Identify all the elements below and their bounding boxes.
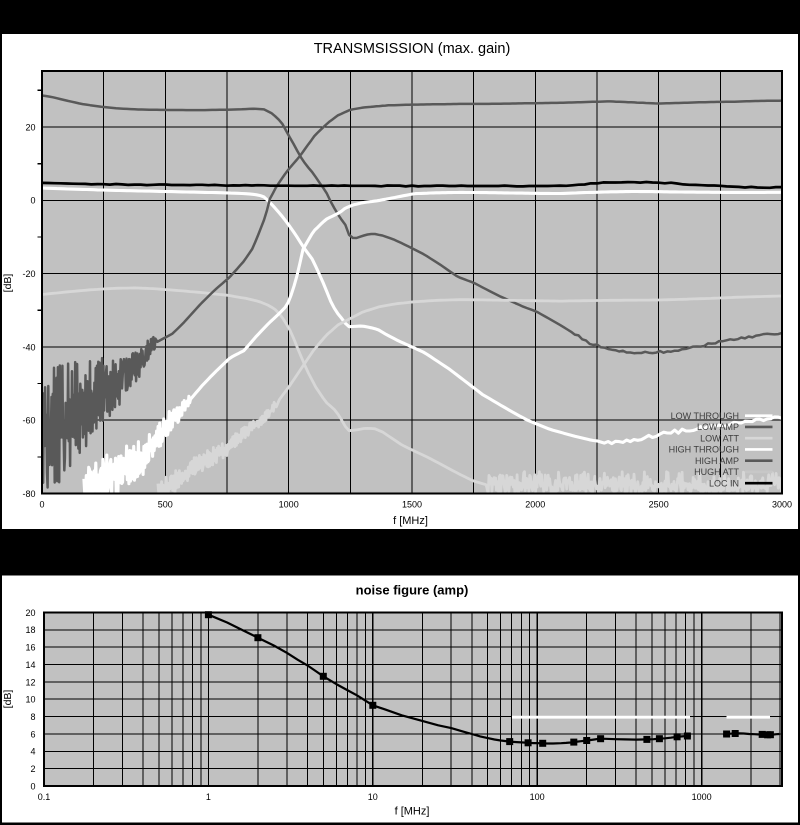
svg-text:f [MHz]: f [MHz] xyxy=(393,515,428,527)
svg-text:0: 0 xyxy=(30,781,35,791)
svg-text:1: 1 xyxy=(206,792,211,802)
svg-text:2500: 2500 xyxy=(649,500,669,510)
svg-text:100: 100 xyxy=(530,792,545,802)
svg-text:-40: -40 xyxy=(22,342,35,352)
svg-text:20: 20 xyxy=(25,608,35,618)
svg-text:8: 8 xyxy=(30,712,35,722)
svg-text:1000: 1000 xyxy=(279,500,299,510)
svg-text:14: 14 xyxy=(25,660,35,670)
svg-text:10: 10 xyxy=(368,792,378,802)
svg-text:6: 6 xyxy=(30,729,35,739)
svg-text:500: 500 xyxy=(158,500,173,510)
svg-text:0.1: 0.1 xyxy=(38,792,51,802)
svg-text:1500: 1500 xyxy=(402,500,422,510)
svg-text:-80: -80 xyxy=(22,489,35,499)
svg-text:HIGH AMP: HIGH AMP xyxy=(695,456,739,466)
svg-text:HUGH ATT: HUGH ATT xyxy=(694,467,739,477)
svg-text:20: 20 xyxy=(25,122,35,132)
svg-text:f [MHz]: f [MHz] xyxy=(395,806,430,818)
svg-text:LOW AMP: LOW AMP xyxy=(697,422,739,432)
svg-text:1000: 1000 xyxy=(692,792,712,802)
svg-text:LOW ATT: LOW ATT xyxy=(700,433,739,443)
svg-text:2: 2 xyxy=(30,764,35,774)
svg-text:12: 12 xyxy=(25,677,35,687)
svg-text:[dB]: [dB] xyxy=(2,690,14,709)
svg-text:0: 0 xyxy=(30,196,35,206)
svg-text:noise figure (amp): noise figure (amp) xyxy=(356,583,469,598)
svg-text:LOW THROUGH: LOW THROUGH xyxy=(671,411,739,421)
svg-text:3000: 3000 xyxy=(772,500,792,510)
svg-text:HIGH THROUGH: HIGH THROUGH xyxy=(669,445,739,455)
svg-text:[dB]: [dB] xyxy=(2,274,14,293)
svg-text:16: 16 xyxy=(25,643,35,653)
svg-text:TRANSMSISSION (max. gain): TRANSMSISSION (max. gain) xyxy=(314,41,511,57)
svg-text:LOC IN: LOC IN xyxy=(709,478,739,488)
svg-text:-60: -60 xyxy=(22,416,35,426)
svg-text:4: 4 xyxy=(30,747,35,757)
svg-text:2000: 2000 xyxy=(525,500,545,510)
svg-text:0: 0 xyxy=(39,500,44,510)
svg-text:18: 18 xyxy=(25,625,35,635)
svg-text:10: 10 xyxy=(25,695,35,705)
svg-text:-20: -20 xyxy=(22,269,35,279)
